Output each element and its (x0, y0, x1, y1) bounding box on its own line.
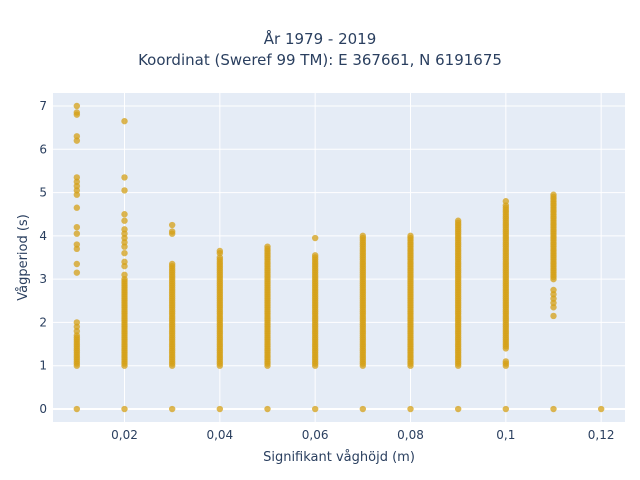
x-tick-label: 0,06 (302, 428, 329, 442)
data-point (168, 228, 176, 235)
x-tick-label: 0,02 (111, 428, 138, 442)
data-point (311, 234, 319, 242)
x-tick-label: 0,1 (496, 428, 515, 442)
data-point (502, 358, 510, 365)
data-point (121, 226, 128, 233)
data-point (264, 405, 271, 413)
data-point (407, 405, 414, 413)
data-point (73, 102, 81, 110)
data-point (311, 252, 319, 259)
data-point (73, 269, 81, 276)
x-axis-label: Signifikant våghöjd (m) (263, 450, 415, 465)
data-point (73, 319, 81, 326)
data-point (121, 217, 128, 224)
x-tick-label: 0,12 (588, 428, 615, 442)
data-point (168, 405, 176, 413)
y-tick-labels: 0 1 2 3 4 5 6 7 (39, 99, 47, 416)
data-points (73, 102, 605, 413)
chart-title: År 1979 - 2019 (263, 30, 377, 48)
data-point (168, 260, 176, 268)
data-point (359, 405, 367, 413)
data-point (359, 232, 367, 240)
x-tick-label: 0,08 (397, 428, 424, 442)
data-point (73, 230, 81, 237)
y-axis-label: Vågperiod (s) (16, 214, 31, 301)
y-tick-label: 4 (39, 229, 47, 243)
y-tick-label: 3 (39, 272, 47, 286)
y-tick-label: 0 (39, 402, 47, 416)
data-point (73, 260, 81, 268)
data-point (73, 133, 81, 140)
data-point (73, 109, 81, 116)
data-point (121, 249, 128, 257)
data-point (550, 286, 557, 294)
data-point (121, 405, 128, 413)
y-tick-label: 6 (39, 142, 47, 156)
y-tick-label: 1 (39, 359, 47, 373)
data-point (407, 232, 414, 240)
plot-area (53, 93, 625, 422)
data-point (121, 187, 128, 194)
data-point (168, 221, 176, 229)
chart-subtitle: Koordinat (Sweref 99 TM): E 367661, N 61… (138, 51, 502, 69)
y-tick-label: 5 (39, 186, 47, 200)
data-point (73, 223, 81, 231)
data-point (550, 191, 557, 198)
data-point (73, 405, 81, 413)
data-point (216, 405, 224, 413)
y-tick-label: 2 (39, 315, 47, 329)
data-point (73, 174, 81, 181)
x-tick-labels: 0,02 0,04 0,06 0,08 0,1 0,12 (111, 428, 614, 442)
data-point (216, 247, 224, 255)
data-point (73, 241, 81, 248)
data-point (264, 243, 271, 250)
data-point (597, 405, 605, 413)
data-point (454, 217, 462, 224)
data-point (121, 211, 128, 218)
data-point (454, 405, 462, 413)
y-tick-label: 7 (39, 99, 47, 113)
data-point (121, 174, 128, 181)
data-point (73, 204, 81, 211)
x-tick-label: 0,04 (206, 428, 233, 442)
data-point (121, 258, 128, 266)
data-point (502, 405, 510, 413)
data-point (550, 312, 557, 320)
data-point (550, 405, 557, 413)
data-point (502, 198, 510, 205)
data-point (121, 271, 128, 279)
data-point (311, 405, 319, 413)
data-point (121, 117, 128, 125)
